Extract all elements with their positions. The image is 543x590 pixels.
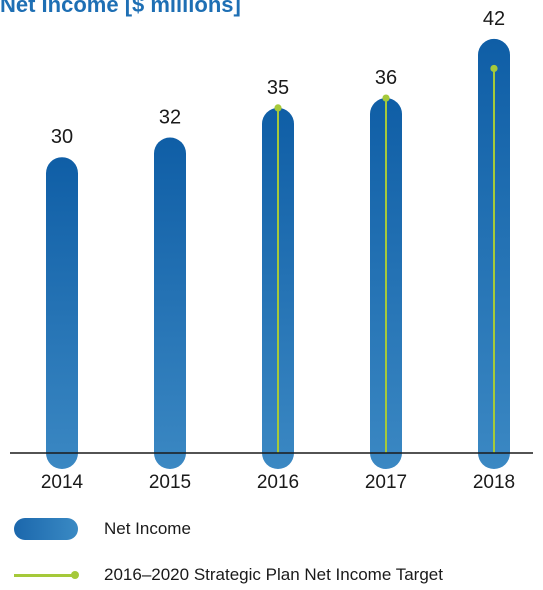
- legend-line-swatch: [14, 571, 79, 579]
- legend-label-net-income: Net Income: [104, 519, 191, 538]
- x-tick-2018: 2018: [473, 472, 515, 493]
- data-label-2014: 30: [51, 126, 73, 148]
- data-label-2018: 42: [483, 8, 505, 30]
- target-point-2016: [274, 104, 282, 112]
- legend-item-target: 2016–2020 Strategic Plan Net Income Targ…: [14, 565, 443, 585]
- bar-chart: 30 2014 32 2015 35 2016 36 2017 42 2018: [10, 8, 533, 493]
- data-label-2015: 32: [159, 106, 181, 128]
- bar-2014: [46, 157, 78, 469]
- legend-bar-swatch: [14, 518, 78, 540]
- data-label-2017: 36: [375, 67, 397, 89]
- x-tick-2016: 2016: [257, 472, 299, 493]
- labels-layer: 30 2014 32 2015 35 2016 36 2017 42 2018: [41, 8, 515, 493]
- legend-item-net-income: Net Income: [14, 518, 191, 540]
- data-label-2016: 35: [267, 77, 289, 99]
- x-tick-2014: 2014: [41, 472, 84, 493]
- legend-label-target: 2016–2020 Strategic Plan Net Income Targ…: [104, 565, 443, 584]
- x-tick-2017: 2017: [365, 472, 407, 493]
- target-layer: [274, 64, 498, 453]
- target-point-2017: [382, 94, 390, 102]
- chart-title: Net Income [$ millions]: [0, 0, 241, 17]
- x-tick-2015: 2015: [149, 472, 191, 493]
- target-point-2018: [490, 64, 498, 73]
- bar-2015: [154, 137, 186, 470]
